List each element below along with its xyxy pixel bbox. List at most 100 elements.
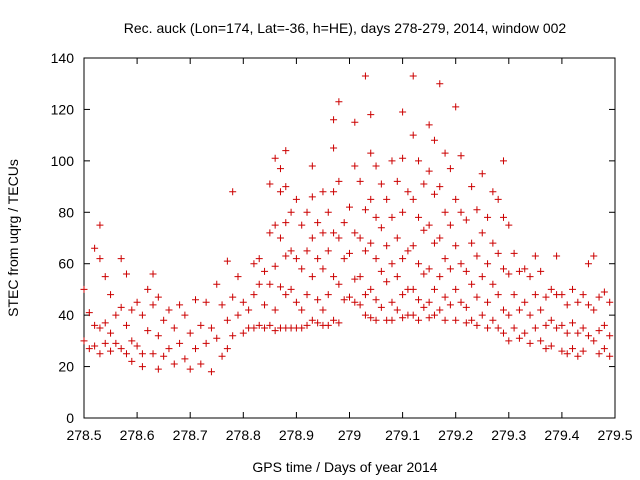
data-point [335,319,343,327]
data-point [107,291,115,299]
data-point [505,311,513,319]
data-point [245,306,253,314]
data-point [457,260,465,268]
data-point [346,203,353,211]
data-point [367,239,375,247]
data-point [569,345,577,353]
data-point [499,306,507,314]
data-point [430,136,438,144]
data-point [457,152,465,160]
data-point [569,319,577,327]
data-point [372,255,380,263]
data-point [207,324,215,332]
data-point [484,324,492,332]
data-point [462,216,470,224]
data-point [213,280,221,288]
data-point [361,311,369,319]
data-point [388,298,396,306]
data-point [409,242,417,250]
data-point [356,301,364,309]
data-point [404,247,412,255]
data-point [574,352,582,360]
data-point [537,267,545,275]
data-point [133,342,141,350]
data-point [96,350,104,358]
data-point [606,332,614,340]
data-point [192,345,200,353]
data-point [314,219,322,227]
data-point [537,306,545,314]
data-point [478,229,486,237]
data-point [340,296,348,304]
data-point [436,306,444,314]
data-point [521,329,529,337]
data-point [425,265,433,273]
data-point [261,301,269,309]
data-point [478,170,486,178]
y-tick-label: 140 [51,50,75,66]
data-point [558,321,566,329]
data-point [335,280,343,288]
data-point [436,183,444,191]
x-tick-label: 278.8 [226,427,261,443]
data-point [574,329,582,337]
data-point [117,345,125,353]
data-point [271,327,279,335]
data-point [229,188,237,196]
data-point [335,177,343,185]
data-point [505,337,513,345]
data-point [271,306,279,314]
data-point [526,273,534,281]
data-point [584,260,592,268]
data-point [377,224,385,232]
data-point [579,291,587,299]
data-point [261,267,269,275]
data-point [526,339,534,347]
data-point [335,98,343,106]
data-point [351,118,359,126]
data-point [308,234,316,242]
data-point [409,285,417,293]
data-point [409,72,417,80]
data-point [356,234,364,242]
data-point [330,188,338,196]
data-point [197,321,205,329]
data-point [377,267,385,275]
x-axis-label: GPS time / Days of year 2014 [252,459,437,475]
data-point [446,165,454,173]
data-point [287,247,295,255]
data-point [542,293,550,301]
data-point [425,221,433,229]
data-point [340,219,348,227]
data-point [473,321,481,329]
data-point [85,309,93,317]
data-point [425,298,433,306]
data-point [351,229,359,237]
data-point [537,337,545,345]
data-point [160,316,168,324]
data-point [91,342,99,350]
data-point [367,195,375,203]
data-point [542,345,550,353]
data-point [452,242,460,250]
data-point [186,329,194,337]
data-point [430,285,438,293]
data-point [292,298,300,306]
data-point [367,314,375,322]
data-point [452,285,460,293]
data-point [468,316,476,324]
data-point [271,154,279,162]
data-point [138,311,146,319]
data-point [595,327,603,335]
data-point [531,291,539,299]
data-point [468,280,476,288]
axis-tick-labels: 278.5 278.6 278.7 278.8 278.9 279 279.1 279.2 27… [51,50,633,443]
data-point [515,267,523,275]
data-point [128,306,136,314]
data-point [409,131,417,139]
data-point [595,350,603,358]
x-tick-label: 279.4 [544,427,579,443]
data-point [128,357,136,365]
data-point [276,234,284,242]
data-point [473,206,481,214]
